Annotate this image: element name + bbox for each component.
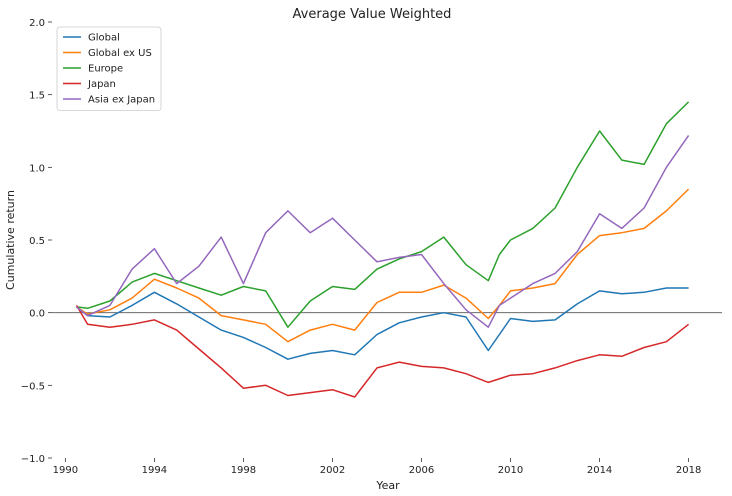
- series-layer: [75, 101, 690, 398]
- x-tick-label: 2010: [498, 465, 523, 476]
- y-tick-label: 1.0: [29, 163, 45, 174]
- series-line-japan: [75, 305, 690, 398]
- series-line-global: [76, 287, 689, 360]
- y-tick-label: 1.5: [29, 91, 45, 102]
- y-tick-label: 0.5: [29, 236, 45, 247]
- x-tick-label: 1998: [231, 465, 256, 476]
- x-tick-label: 1994: [142, 465, 167, 476]
- x-axis-label: Year: [375, 479, 400, 492]
- legend-label: Asia ex Japan: [88, 95, 155, 106]
- x-tick-label: 1990: [53, 465, 78, 476]
- y-tick-label: −1.0: [21, 454, 45, 465]
- legend-label: Global ex US: [88, 48, 152, 59]
- legend-label: Europe: [88, 64, 123, 75]
- legend-label: Japan: [87, 79, 116, 90]
- y-axis-label: Cumulative return: [4, 190, 17, 290]
- series-line-asia-ex-japan: [76, 134, 690, 328]
- y-tick-label: 0.0: [29, 309, 45, 320]
- y-tick-label: −0.5: [21, 381, 45, 392]
- x-tick-label: 2018: [676, 465, 701, 476]
- series-line-global-ex-us: [76, 188, 690, 343]
- series-line-europe: [76, 101, 690, 328]
- x-tick-label: 2006: [409, 465, 434, 476]
- legend-label: Global: [88, 33, 120, 44]
- y-tick-label: 2.0: [29, 18, 45, 29]
- x-tick-label: 2002: [320, 465, 345, 476]
- chart-title: Average Value Weighted: [293, 7, 452, 22]
- legend-box: [56, 26, 162, 111]
- axes: −1.0 −0.5 0.0 0.5 1.0 1.5 2.0 1990 1994 1998 2002 2…: [21, 18, 722, 476]
- x-tick-label: 2014: [587, 465, 612, 476]
- legend: Global Global ex US Europe Japan Asia ex Jap…: [56, 26, 162, 111]
